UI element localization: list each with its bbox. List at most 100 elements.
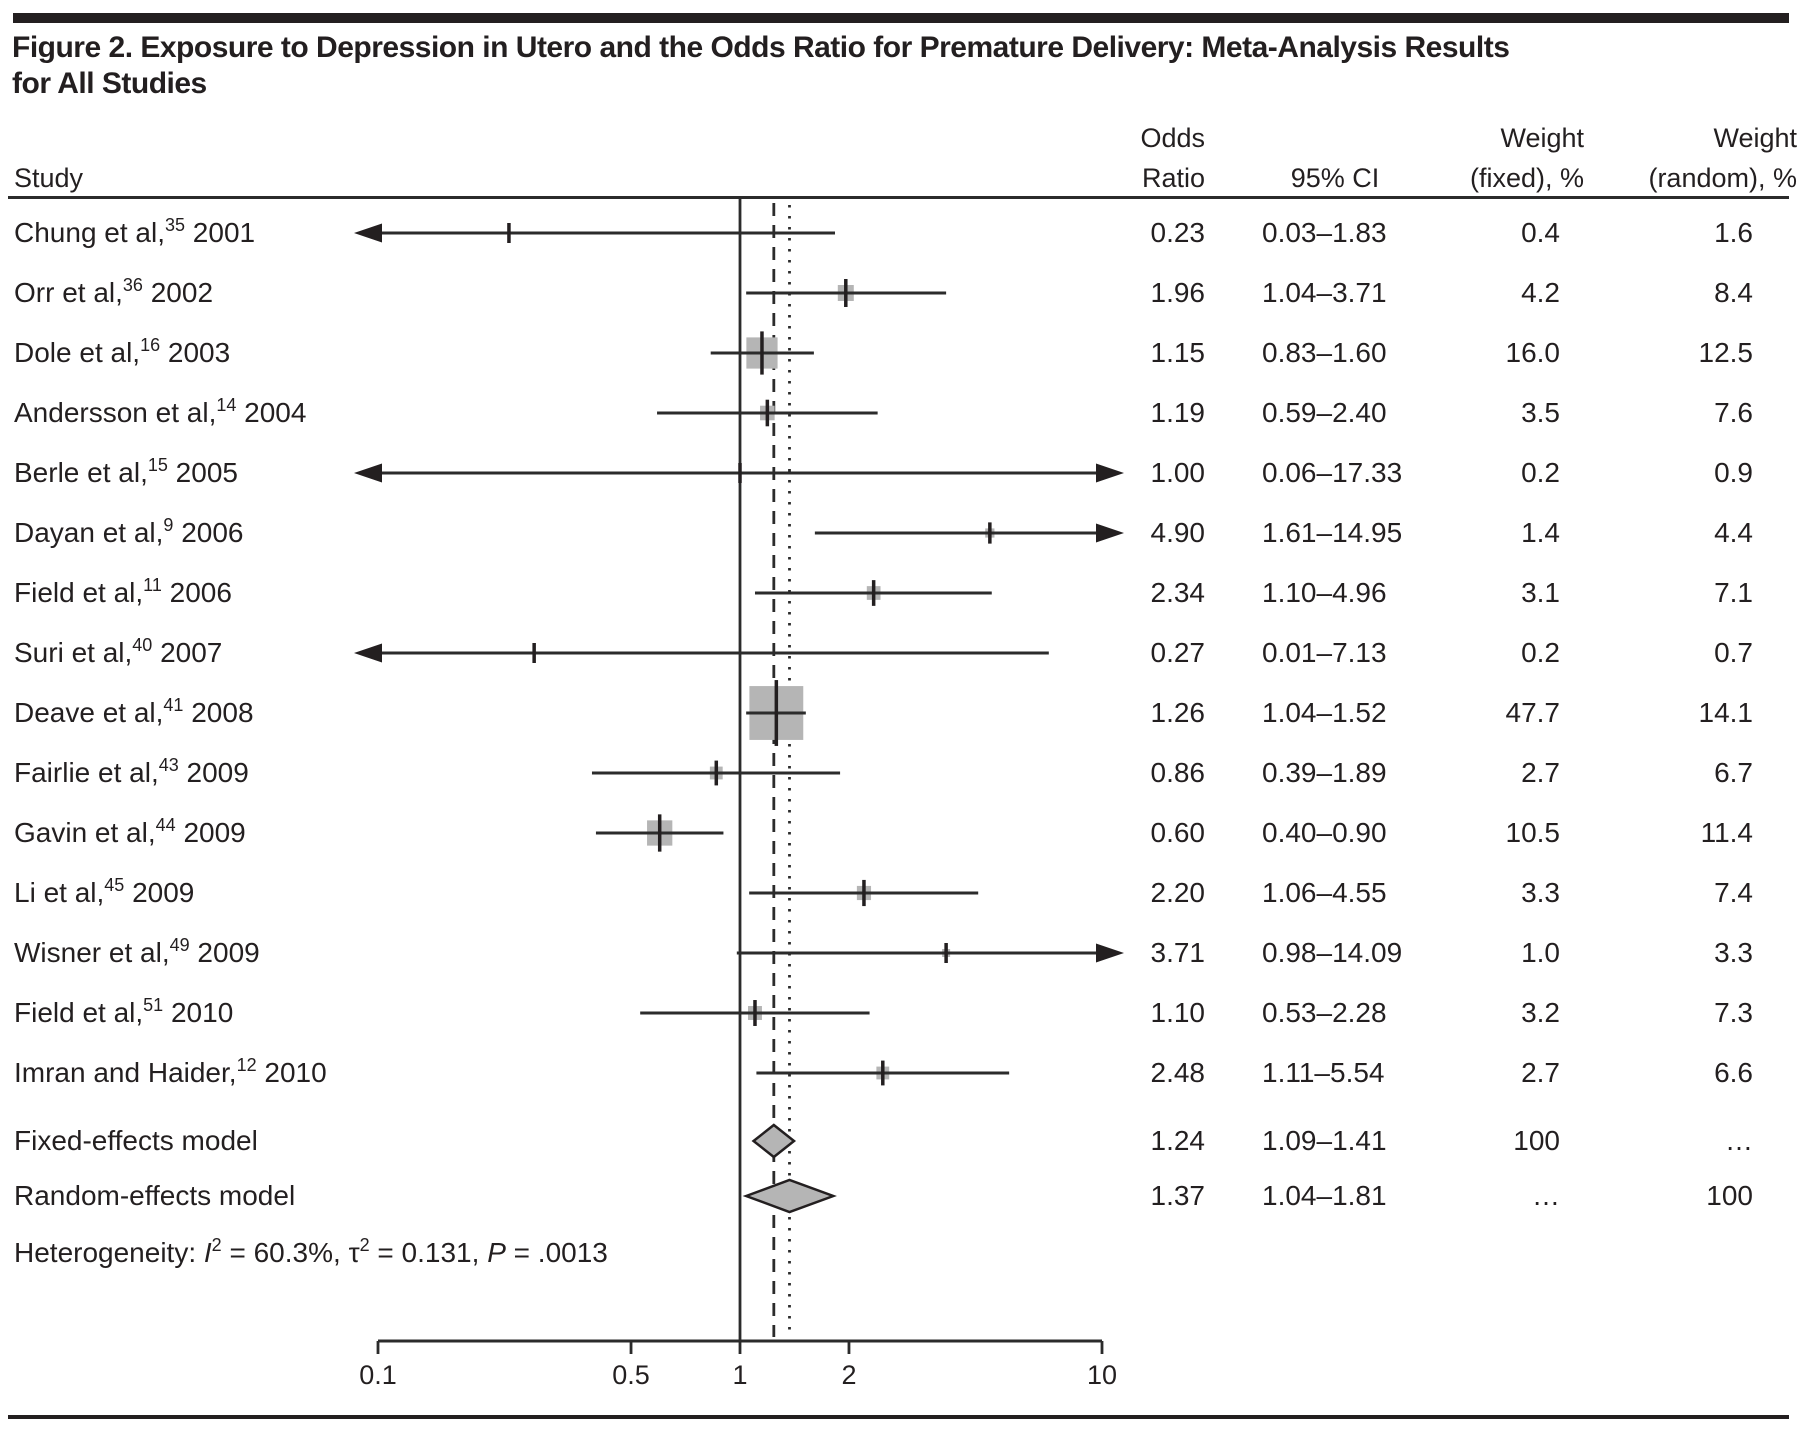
- header-rule: [8, 196, 1789, 199]
- reference-superscript: 40: [132, 635, 153, 655]
- weight-random-value: 7.6: [1714, 397, 1753, 428]
- odds-ratio-value: 0.86: [1150, 757, 1206, 788]
- study-label: Gavin et al,44 2009: [14, 815, 246, 848]
- reference-superscript: 15: [147, 455, 168, 475]
- odds-ratio-tick: [988, 522, 992, 544]
- heterogeneity-note: Heterogeneity: I2 = 60.3%, τ2 = 0.131, P…: [14, 1223, 608, 1283]
- odds-ratio-value: 0.23: [1150, 217, 1206, 248]
- odds-ratio-value: 2.34: [1150, 577, 1206, 608]
- weight-fixed-value: 47.7: [1505, 697, 1561, 728]
- study-label: Field et al,11 2006: [14, 575, 232, 608]
- study-ci-row: [746, 279, 947, 307]
- heterogeneity-segment: = .0013: [505, 1237, 608, 1268]
- weight-square: [760, 405, 775, 421]
- column-header-weight-random-line2: (random), %: [1648, 163, 1797, 193]
- odds-ratio-tick: [714, 760, 719, 786]
- reference-superscript: 16: [140, 335, 161, 355]
- odds-ratio-value: 1.24: [1150, 1125, 1206, 1156]
- reference-superscript: 41: [163, 695, 184, 715]
- reference-superscript: 11: [143, 575, 162, 595]
- odds-ratio-tick: [844, 279, 848, 307]
- study-ci-row: [754, 580, 992, 606]
- summary-diamond: [742, 1178, 837, 1214]
- weight-fixed-value: 2.7: [1521, 757, 1560, 788]
- odds-ratio-value: 0.60: [1150, 817, 1206, 848]
- weight-random-value: 14.1: [1698, 697, 1754, 728]
- weight-random-value: 7.4: [1714, 877, 1753, 908]
- reference-superscript: 9: [163, 515, 174, 535]
- weight-square: [748, 1006, 762, 1020]
- ci-value: 0.83–1.60: [1262, 337, 1387, 368]
- column-header-weight-fixed-line1: Weight: [1500, 123, 1584, 153]
- weight-fixed-value: 0.2: [1521, 457, 1560, 488]
- study-ci-row: [746, 680, 806, 746]
- ci-value: 0.59–2.40: [1262, 397, 1387, 428]
- weight-random-value: 6.6: [1714, 1057, 1753, 1088]
- ci-value: 1.06–4.55: [1262, 877, 1387, 908]
- study-label: Dayan et al,9 2006: [14, 515, 244, 548]
- study-ci-row: [756, 1060, 1010, 1086]
- weight-fixed-value: 10.5: [1505, 817, 1561, 848]
- heterogeneity-segment: Heterogeneity:: [14, 1237, 204, 1268]
- weight-random-value: 1.6: [1714, 217, 1753, 248]
- odds-ratio-value: 0.27: [1150, 637, 1206, 668]
- study-label: Field et al,51 2010: [14, 995, 234, 1028]
- ci-value: 1.10–4.96: [1262, 577, 1387, 608]
- x-axis-tick-label: 2: [841, 1360, 856, 1390]
- reference-superscript: 12: [236, 1055, 257, 1075]
- heterogeneity-segment: = 0.131,: [369, 1237, 488, 1268]
- weight-fixed-value: 16.0: [1505, 337, 1561, 368]
- odds-ratio-value: 3.71: [1150, 937, 1206, 968]
- column-header-odds-ratio-line2: Ratio: [1141, 163, 1205, 193]
- odds-ratio-tick: [881, 1060, 885, 1086]
- fixed-effects-model-label: Fixed-effects model: [14, 1125, 258, 1156]
- ci-value: 0.03–1.83: [1262, 217, 1387, 248]
- odds-ratio-value: 1.19: [1150, 397, 1206, 428]
- odds-ratio-tick: [532, 643, 536, 663]
- study-label: Deave et al,41 2008: [14, 695, 254, 728]
- weight-fixed-value: 3.3: [1521, 877, 1560, 908]
- odds-ratio-value: 2.20: [1150, 877, 1206, 908]
- weight-random-value: 100: [1706, 1180, 1753, 1211]
- reference-superscript: 45: [104, 875, 125, 895]
- odds-ratio-value: 1.00: [1150, 457, 1206, 488]
- ci-value: 1.04–3.71: [1262, 277, 1387, 308]
- summary-diamond: [751, 1123, 797, 1159]
- weight-random-value: 11.4: [1700, 817, 1753, 848]
- weight-square: [647, 820, 673, 846]
- weight-fixed-value: 0.2: [1521, 637, 1560, 668]
- column-header-odds-ratio: Odds Ratio: [1005, 118, 1205, 198]
- study-ci-row: [710, 331, 814, 375]
- odds-ratio-value: 2.48: [1150, 1057, 1206, 1088]
- odds-ratio-tick: [774, 680, 779, 746]
- odds-ratio-value: 1.26: [1150, 697, 1206, 728]
- heterogeneity-segment: τ: [348, 1237, 360, 1268]
- reference-superscript: 49: [169, 935, 190, 955]
- study-label: Dole et al,16 2003: [14, 335, 231, 368]
- weight-fixed-value: 2.7: [1521, 1057, 1560, 1088]
- x-axis-tick-label: 10: [1087, 1360, 1117, 1390]
- ci-value: 0.39–1.89: [1262, 757, 1387, 788]
- reference-superscript: 14: [216, 395, 237, 415]
- column-header-ci: 95% CI: [1290, 163, 1380, 193]
- study-label: Fairlie et al,43 2009: [14, 755, 249, 788]
- ci-value: 0.01–7.13: [1262, 637, 1387, 668]
- reference-superscript: 35: [165, 215, 186, 235]
- study-label: Orr et al,36 2002: [14, 275, 214, 308]
- weight-random-value: 7.3: [1714, 997, 1753, 1028]
- weight-random-value: 0.9: [1714, 457, 1753, 488]
- ci-value: 1.09–1.41: [1262, 1125, 1387, 1156]
- left-arrow: [354, 463, 382, 483]
- column-header-weight-fixed: Weight (fixed), %: [1384, 118, 1584, 198]
- weight-fixed-value: 3.2: [1521, 997, 1560, 1028]
- odds-ratio-tick: [862, 879, 866, 907]
- weight-random-value: 0.7: [1714, 637, 1753, 668]
- study-label: Wisner et al,49 2009: [14, 935, 260, 968]
- weight-square: [985, 528, 995, 538]
- weight-random-value: 7.1: [1714, 577, 1753, 608]
- study-label: Imran and Haider,12 2010: [14, 1055, 327, 1088]
- study-ci-row: [657, 399, 878, 427]
- ci-value: 0.06–17.33: [1262, 457, 1403, 488]
- reference-superscript: 44: [155, 815, 176, 835]
